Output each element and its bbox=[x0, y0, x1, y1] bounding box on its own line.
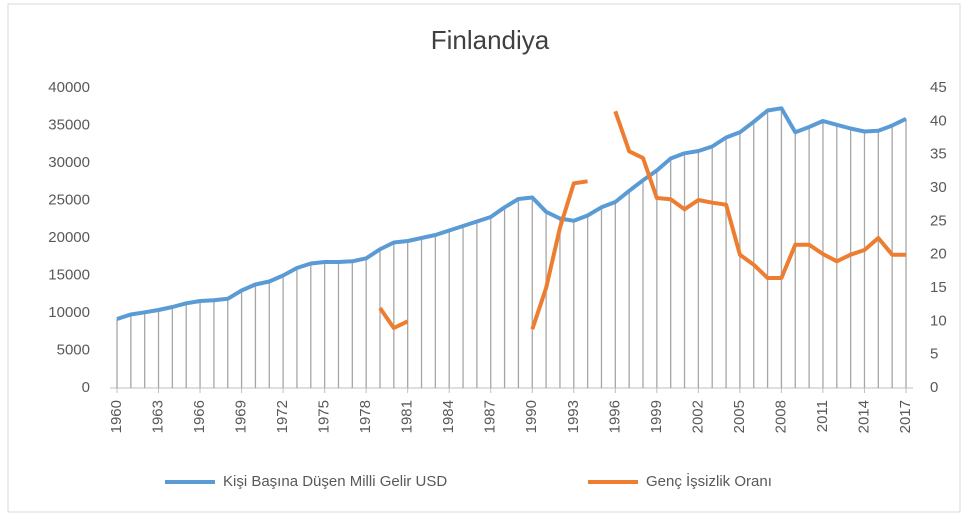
x-tick-label: 1978 bbox=[357, 400, 374, 433]
y-tick-label: 20000 bbox=[48, 229, 90, 246]
y2-tick-label: 25 bbox=[930, 212, 947, 229]
x-tick-label: 1993 bbox=[565, 400, 582, 433]
x-tick-label: 1969 bbox=[233, 400, 250, 433]
x-tick-label: 2017 bbox=[897, 400, 914, 433]
x-tick-label: 1960 bbox=[108, 400, 125, 433]
y2-tick-label: 5 bbox=[930, 346, 938, 363]
legend-label: Kişi Başına Düşen Milli Gelir USD bbox=[223, 473, 447, 490]
x-tick-label: 1972 bbox=[274, 400, 291, 433]
legend-label: Genç İşsizlik Oranı bbox=[646, 472, 772, 490]
x-tick-label: 1975 bbox=[316, 400, 333, 433]
y-tick-label: 10000 bbox=[48, 304, 90, 321]
y2-tick-label: 10 bbox=[930, 312, 947, 329]
y-tick-label: 5000 bbox=[57, 341, 90, 358]
y2-tick-label: 45 bbox=[930, 79, 947, 96]
chart-border bbox=[7, 3, 961, 513]
y2-tick-label: 15 bbox=[930, 279, 947, 296]
y2-tick-label: 35 bbox=[930, 146, 947, 163]
x-tick-label: 1987 bbox=[482, 400, 499, 433]
y-tick-label: 25000 bbox=[48, 191, 90, 208]
y-tick-label: 0 bbox=[82, 379, 90, 396]
y-tick-label: 40000 bbox=[48, 79, 90, 96]
x-tick-label: 2002 bbox=[689, 400, 706, 433]
y-tick-label: 15000 bbox=[48, 266, 90, 283]
x-tick-label: 1981 bbox=[399, 400, 416, 433]
y2-tick-label: 20 bbox=[930, 246, 947, 263]
y2-tick-label: 30 bbox=[930, 179, 947, 196]
y2-tick-label: 40 bbox=[930, 112, 947, 129]
y2-tick-label: 0 bbox=[930, 379, 938, 396]
y-tick-label: 30000 bbox=[48, 154, 90, 171]
x-tick-label: 2014 bbox=[855, 400, 872, 433]
chart-title: Finlandiya bbox=[431, 25, 550, 55]
x-tick-label: 2008 bbox=[772, 400, 789, 433]
series-line bbox=[116, 106, 907, 321]
x-tick-label: 1999 bbox=[648, 400, 665, 433]
x-tick-label: 1984 bbox=[440, 400, 457, 433]
series-line bbox=[378, 110, 906, 330]
x-tick-label: 2005 bbox=[731, 400, 748, 433]
x-tick-label: 1966 bbox=[191, 400, 208, 433]
x-tick-label: 1990 bbox=[523, 400, 540, 433]
x-tick-label: 2011 bbox=[814, 400, 831, 432]
x-tick-label: 1963 bbox=[149, 400, 166, 433]
y-tick-label: 35000 bbox=[48, 116, 90, 133]
x-tick-label: 1996 bbox=[606, 400, 623, 433]
